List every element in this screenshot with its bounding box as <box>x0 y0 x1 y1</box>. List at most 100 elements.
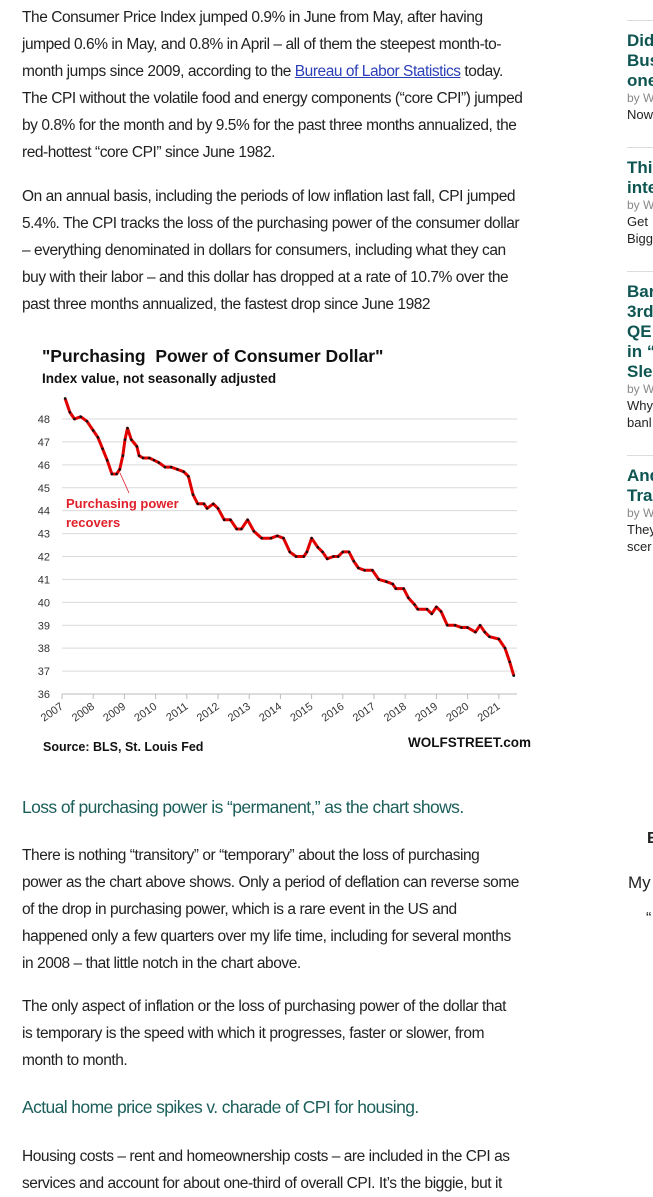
data-point <box>483 630 487 634</box>
text-line: On an annual basis, including the period… <box>22 188 516 205</box>
data-point <box>196 502 200 506</box>
data-point <box>169 465 173 469</box>
data-point <box>474 630 477 634</box>
bls-link[interactable]: Bureau of Labor Statistics <box>294 63 461 80</box>
text-line: buy with their labor – and this dollar h… <box>22 269 509 286</box>
data-point <box>336 555 340 558</box>
text-line: month jumps since 2009, according to the… <box>22 58 602 85</box>
x-tick-label: 2010 <box>132 701 159 725</box>
data-point <box>357 566 360 570</box>
sidebar-post[interactable]: Bar 3rd QE in “Sle by W Why banl <box>627 271 653 431</box>
sidebar-post[interactable]: AndTraby W They scer <box>627 455 653 555</box>
sidebar-post-title[interactable]: in “ <box>627 342 653 361</box>
sidebar-post[interactable]: Thi inte by W Get Bigg <box>627 147 653 247</box>
data-point <box>377 578 380 581</box>
data-point <box>148 456 151 460</box>
data-point <box>135 445 139 448</box>
paragraph-annual-basis: On an annual basis, including the period… <box>22 183 602 318</box>
data-point <box>325 557 329 561</box>
data-point <box>453 623 457 627</box>
data-point <box>497 637 501 641</box>
sidebar-post-byline: by W <box>627 198 653 212</box>
data-point <box>191 493 195 496</box>
data-point <box>105 458 109 462</box>
y-tick-label: 47 <box>38 437 50 449</box>
data-point <box>79 415 83 419</box>
x-tick-label: 2014 <box>257 701 284 725</box>
data-point <box>352 559 356 563</box>
x-tick-label: 2015 <box>288 701 315 725</box>
x-tick-label: 2020 <box>444 701 471 725</box>
heading-permanent-loss: Loss of purchasing power is “permanent,”… <box>22 797 464 817</box>
sidebar-post-title[interactable]: one <box>627 71 653 90</box>
data-point <box>288 550 292 554</box>
y-tick-label: 45 <box>38 483 50 495</box>
text-line: red-hottest “core CPI” since June 1982. <box>22 144 275 161</box>
data-point <box>101 447 104 451</box>
purchasing-power-chart: "Purchasing Power of Consumer Dollar" In… <box>38 346 531 754</box>
text-line: of the drop in purchasing power, which i… <box>22 901 457 918</box>
data-point <box>321 550 324 554</box>
data-point <box>391 582 395 586</box>
data-point <box>282 536 285 540</box>
data-point <box>205 507 209 510</box>
data-point <box>488 635 491 639</box>
sidebar-post-title[interactable]: 3rd <box>627 302 653 321</box>
data-point <box>347 550 351 554</box>
sidebar-post-title[interactable]: Bar <box>627 282 653 301</box>
heading-home-prices: Actual home price spikes v. charade of C… <box>22 1097 419 1117</box>
data-point <box>96 436 100 439</box>
data-point <box>439 610 443 613</box>
data-point <box>466 626 469 629</box>
text-line: month to month. <box>22 1052 128 1069</box>
data-point <box>302 555 306 558</box>
x-tick-label: 2019 <box>413 701 440 725</box>
data-point <box>363 568 366 572</box>
data-point <box>85 419 89 423</box>
text-line: There is nothing “transitory” or “tempor… <box>22 847 480 864</box>
data-point <box>385 580 388 584</box>
data-point <box>157 461 161 464</box>
sidebar-post-title[interactable]: Bus <box>627 51 653 70</box>
data-point <box>394 587 398 590</box>
sidebar-post-title[interactable]: Tra <box>627 486 653 505</box>
data-point <box>402 587 405 590</box>
data-point <box>275 534 279 538</box>
chart-subtitle: Index value, not seasonally adjusted <box>42 371 276 386</box>
sidebar-post-excerpt: Bigg <box>627 231 653 246</box>
sidebar-post-byline: by W <box>627 91 653 105</box>
text-line: The Consumer Price Index jumped 0.9% in … <box>22 9 483 26</box>
sidebar-post-title[interactable]: Did <box>627 31 653 50</box>
sidebar-post-excerpt: Get <box>627 214 648 229</box>
data-point <box>260 536 263 540</box>
data-point <box>430 612 434 616</box>
text-line: by 0.8% for the month and by 9.5% for th… <box>22 117 517 134</box>
paragraph-housing-costs: Housing costs – rent and homeownership c… <box>22 1143 602 1197</box>
data-point <box>137 454 141 457</box>
text-line: past three months annualized, the fastes… <box>22 296 431 313</box>
text-fragment: month jumps since 2009, according to the <box>22 63 295 80</box>
annotation-line-1: Purchasing power <box>66 496 179 511</box>
data-point <box>121 454 125 457</box>
data-point <box>413 603 416 606</box>
sidebar-post-title[interactable]: QE <box>627 322 652 341</box>
data-point <box>141 456 145 460</box>
sidebar-post[interactable]: DidBusoneby W Now <box>627 20 653 123</box>
sidebar-post-title[interactable]: Sle <box>627 362 653 381</box>
chart-brand: WOLFSTREET.com <box>408 735 531 750</box>
data-point <box>341 550 345 554</box>
x-tick-label: 2013 <box>226 701 253 725</box>
data-point <box>73 417 76 421</box>
far-right-text-3: “ <box>646 910 652 927</box>
text-line: The CPI without the volatile food and en… <box>22 90 523 107</box>
data-point <box>229 518 232 522</box>
data-point <box>512 674 516 677</box>
chart-title: "Purchasing Power of Consumer Dollar" <box>42 346 383 366</box>
data-point <box>407 596 410 600</box>
y-tick-label: 41 <box>38 574 50 586</box>
sidebar-post-title[interactable]: And <box>627 466 653 485</box>
y-tick-label: 48 <box>38 414 50 426</box>
sidebar-post-title[interactable]: inte <box>627 178 653 197</box>
sidebar-post-title[interactable]: Thi <box>627 158 653 177</box>
